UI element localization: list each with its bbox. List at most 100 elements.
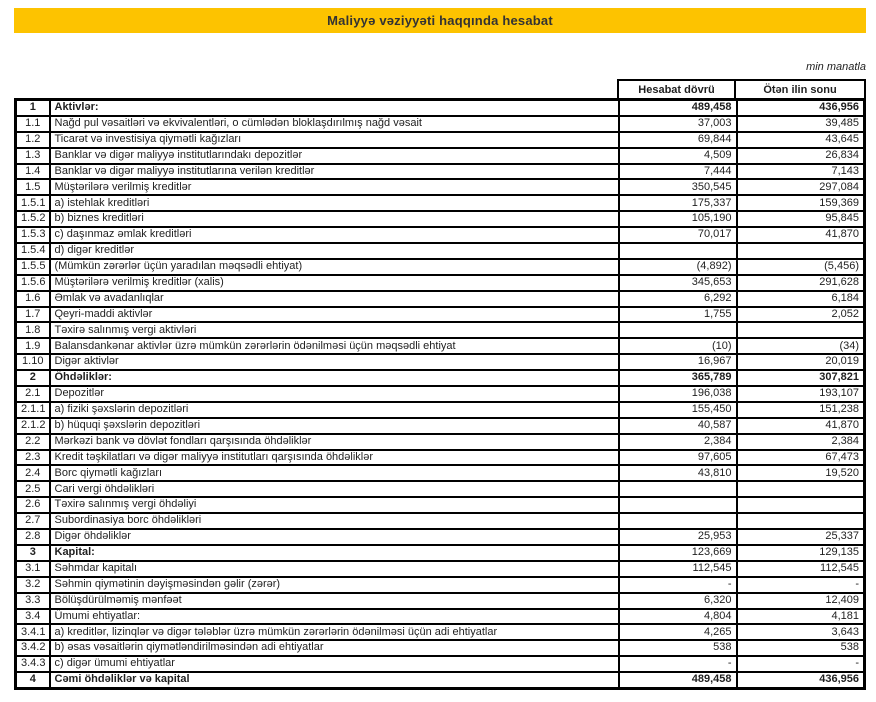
table-row: 3.4.3 c) digər ümumi ehtiyatlar - -: [14, 655, 866, 674]
row-value-prior: 19,520: [735, 464, 866, 483]
table-row: 1.5 Müştərilərə verilmiş kreditlər 350,545…: [14, 178, 866, 197]
unit-note: min manatla: [806, 61, 866, 73]
row-value-prior: 20,019: [735, 353, 866, 372]
row-value-period: 6,320: [617, 591, 738, 610]
row-number: 1.4: [14, 162, 51, 181]
row-label: Digər aktivlər: [48, 353, 620, 372]
row-value-period: 196,038: [617, 385, 738, 403]
row-value-period: 4,509: [617, 146, 738, 165]
row-label: a) istehlak kreditləri: [48, 194, 620, 213]
row-number: 2.1: [14, 385, 51, 403]
row-label: Səhmin qiymətinin dəyişməsindən gəlir (z…: [48, 575, 620, 594]
row-number: 1.6: [14, 289, 51, 308]
row-value-prior: 67,473: [735, 448, 866, 467]
row-label: Banklar və digər maliyyə institutlarına …: [48, 162, 620, 181]
table-row: 1.9 Balansdankənar aktivlər üzrə mümkün z…: [14, 337, 866, 356]
table-row: 1.3 Banklar və digər maliyyə institutları…: [14, 146, 866, 165]
table-row: 3 Kapital: 123,669 129,135: [14, 543, 866, 562]
table-row: 1.8 Təxirə salınmış vergi aktivləri: [14, 321, 866, 340]
table-row: 3.3 Bölüşdürülməmiş mənfəət 6,320 12,409: [14, 591, 866, 610]
row-label: Balansdankənar aktivlər üzrə mümkün zərə…: [48, 337, 620, 356]
row-number: 1.5.5: [14, 257, 51, 276]
row-number: 2.1.1: [14, 400, 51, 419]
table-row: 2.2 Mərkəzi bank və dövlət fondları qarşı…: [14, 432, 866, 451]
row-label: Nağd pul vəsaitləri və ekvivalentləri, o…: [48, 114, 620, 133]
row-label: Digər öhdəliklər: [48, 528, 620, 546]
row-value-prior: 436,956: [735, 98, 866, 117]
row-value-period: 40,587: [617, 416, 738, 435]
row-number: 4: [14, 671, 51, 690]
table-row: 1.5.2 b) biznes kreditləri 105,190 95,845: [14, 210, 866, 229]
row-value-period: 7,444: [617, 162, 738, 181]
table-row: 2.1 Depozitlər 196,038 193,107: [14, 385, 866, 403]
row-label: Müştərilərə verilmiş kreditlər: [48, 178, 620, 197]
row-number: 1.5.4: [14, 242, 51, 260]
row-value-prior: 12,409: [735, 591, 866, 610]
row-number: 3: [14, 543, 51, 562]
report-title-bar: Maliyyə vəziyyəti haqqında hesabat: [14, 8, 866, 33]
value-column-headers: Hesabat dövrü Ötən ilin sonu: [617, 79, 866, 98]
row-value-prior: 151,238: [735, 400, 866, 419]
row-value-period: 155,450: [617, 400, 738, 419]
row-value-prior: 4,181: [735, 607, 866, 626]
table-row: 1.5.5 (Mümkün zərərlər üçün yaradılan məq…: [14, 257, 866, 276]
row-number: 2.3: [14, 448, 51, 467]
row-value-period: 16,967: [617, 353, 738, 372]
table-row: 3.4.1 a) kreditlər, lizinqlər və digər tə…: [14, 623, 866, 642]
row-value-period: 345,653: [617, 273, 738, 292]
row-label: Təxirə salınmış vergi öhdəliyi: [48, 496, 620, 515]
row-number: 1: [14, 98, 51, 117]
row-value-prior: 26,834: [735, 146, 866, 165]
row-value-period: [617, 512, 738, 531]
row-value-period: 4,265: [617, 623, 738, 642]
row-label: Ümumi ehtiyatlar:: [48, 607, 620, 626]
row-value-prior: 41,870: [735, 226, 866, 245]
row-value-period: 112,545: [617, 559, 738, 578]
row-number: 1.5.3: [14, 226, 51, 245]
row-number: 3.3: [14, 591, 51, 610]
row-value-prior: (34): [735, 337, 866, 356]
row-value-period: 69,844: [617, 130, 738, 149]
table-row: 1 Aktivlər: 489,458 436,956: [14, 98, 866, 117]
row-label: c) daşınmaz əmlak kreditləri: [48, 226, 620, 245]
table-row: 3.4.2 b) əsas vəsaitlərin qiymətləndirilm…: [14, 639, 866, 658]
row-value-prior: 6,184: [735, 289, 866, 308]
row-number: 3.4.2: [14, 639, 51, 658]
row-label: Borc qiymətli kağızları: [48, 464, 620, 483]
table-row: 3.2 Səhmin qiymətinin dəyişməsindən gəlir…: [14, 575, 866, 594]
row-value-prior: 159,369: [735, 194, 866, 213]
row-number: 2.6: [14, 496, 51, 515]
row-label: d) digər kreditlər: [48, 242, 620, 260]
row-value-period: (4,892): [617, 257, 738, 276]
row-number: 3.4.3: [14, 655, 51, 674]
row-value-period: [617, 321, 738, 340]
row-value-prior: 7,143: [735, 162, 866, 181]
row-value-prior: 39,485: [735, 114, 866, 133]
row-value-period: 97,605: [617, 448, 738, 467]
page-title: Maliyyə vəziyyəti haqqında hesabat: [327, 13, 553, 28]
row-number: 1.3: [14, 146, 51, 165]
column-header-period: Hesabat dövrü: [638, 84, 715, 96]
row-label: Cari vergi öhdəlikləri: [48, 480, 620, 499]
row-label: Əmlak və avadanlıqlar: [48, 289, 620, 308]
row-label: Depozitlər: [48, 385, 620, 403]
row-number: 1.5.6: [14, 273, 51, 292]
table-row: 3.4 Ümumi ehtiyatlar: 4,804 4,181: [14, 607, 866, 626]
row-value-period: [617, 242, 738, 260]
row-label: Cəmi öhdəliklər və kapital: [48, 671, 620, 690]
table-row: 1.7 Qeyri-maddi aktivlər 1,755 2,052: [14, 305, 866, 324]
row-label: c) digər ümumi ehtiyatlar: [48, 655, 620, 674]
row-value-prior: -: [735, 655, 866, 674]
row-label: Banklar və digər maliyyə institutlarında…: [48, 146, 620, 165]
row-value-period: 489,458: [617, 671, 738, 690]
row-label: a) kreditlər, lizinqlər və digər tələblə…: [48, 623, 620, 642]
row-value-prior: (5,456): [735, 257, 866, 276]
row-number: 1.5: [14, 178, 51, 197]
row-number: 2.2: [14, 432, 51, 451]
table-row: 1.6 Əmlak və avadanlıqlar 6,292 6,184: [14, 289, 866, 308]
row-value-prior: 307,821: [735, 369, 866, 388]
table-row: 1.4 Banklar və digər maliyyə institutları…: [14, 162, 866, 181]
row-value-period: 350,545: [617, 178, 738, 197]
table-row: 2.3 Kredit təşkilatları və digər maliyyə …: [14, 448, 866, 467]
row-label: Kapital:: [48, 543, 620, 562]
